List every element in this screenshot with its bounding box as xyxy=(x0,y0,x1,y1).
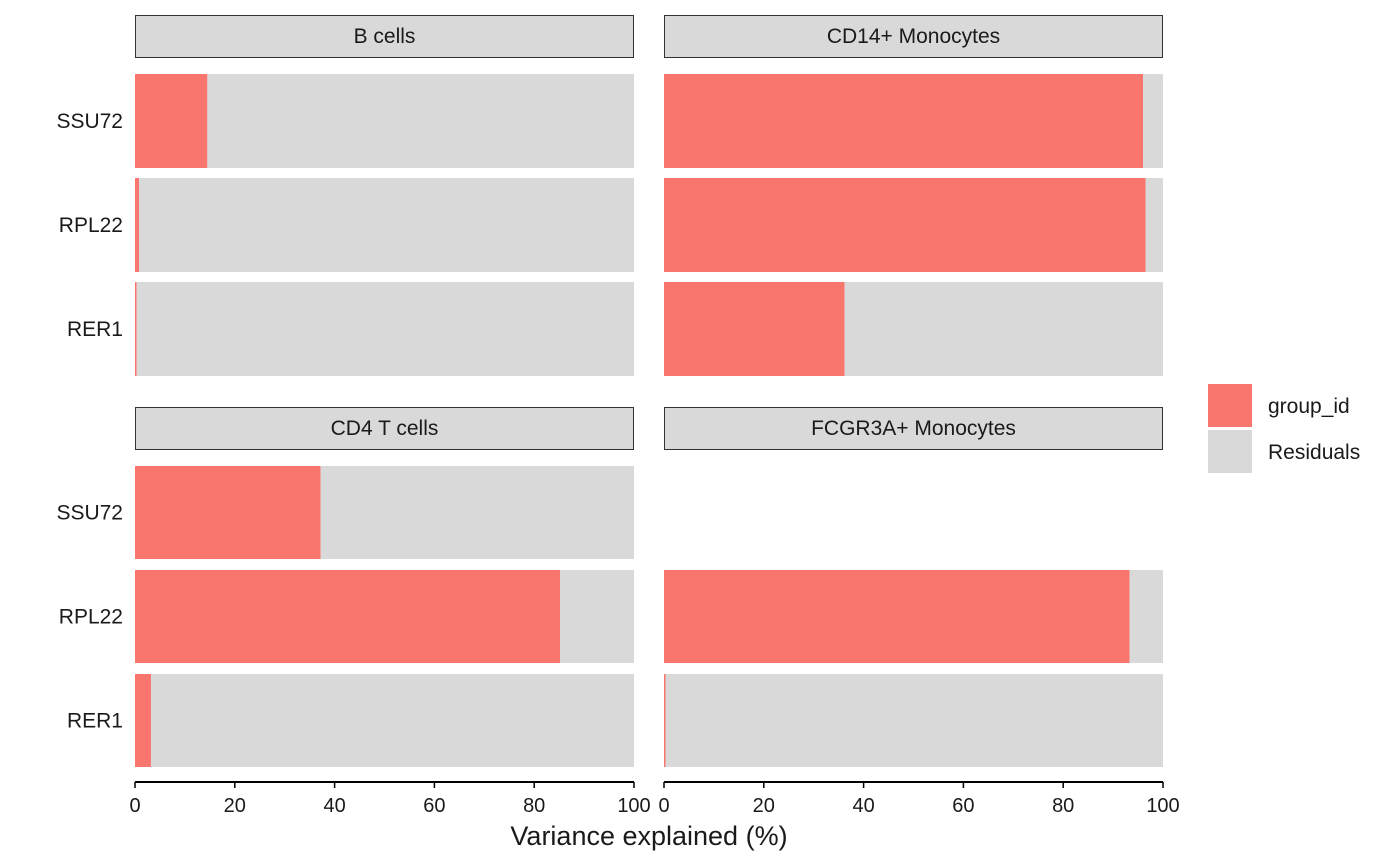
x-tick-label: 40 xyxy=(323,795,345,817)
bar-segment-group-id xyxy=(664,178,1146,272)
bar-segment-residuals xyxy=(1129,570,1163,663)
bar-segment-group-id xyxy=(135,674,151,767)
bar-segment-residuals xyxy=(136,282,634,376)
y-tick-label: RER1 xyxy=(67,318,123,341)
bar-segment-residuals xyxy=(560,570,634,663)
bar-segment-group-id xyxy=(135,570,561,663)
facet-strip xyxy=(135,15,634,58)
facet-title: FCGR3A+ Monocytes xyxy=(811,417,1016,440)
x-tick-label: 0 xyxy=(129,795,140,817)
bar-segment-group-id xyxy=(664,570,1130,663)
bar-segment-group-id xyxy=(664,74,1144,168)
facet-title: CD14+ Monocytes xyxy=(827,25,1000,48)
x-tick-label: 20 xyxy=(753,795,775,817)
bar-segment-group-id xyxy=(664,674,666,767)
x-tick-label: 40 xyxy=(852,795,874,817)
bar-segment-group-id xyxy=(135,282,137,376)
legend-key xyxy=(1208,430,1252,473)
facet-title: CD4 T cells xyxy=(331,417,439,440)
bar-segment-residuals xyxy=(844,282,1163,376)
x-tick-label: 60 xyxy=(423,795,445,817)
y-tick-label: RPL22 xyxy=(59,214,123,237)
bar-segment-residuals xyxy=(207,74,635,168)
x-tick-label: 60 xyxy=(952,795,974,817)
facet-strip xyxy=(664,15,1163,58)
facet-title: B cells xyxy=(354,25,416,48)
bar-segment-residuals xyxy=(150,674,634,767)
y-tick-label: RPL22 xyxy=(59,606,123,629)
bar-segment-group-id xyxy=(135,466,321,559)
x-tick-label: 20 xyxy=(224,795,246,817)
bar-segment-group-id xyxy=(135,178,139,272)
x-axis-title: Variance explained (%) xyxy=(510,821,787,851)
bar-segment-group-id xyxy=(664,282,845,376)
bar-segment-residuals xyxy=(665,674,1163,767)
y-tick-label: RER1 xyxy=(67,710,123,733)
x-tick-label: 0 xyxy=(658,795,669,817)
bar-segment-residuals xyxy=(1145,178,1163,272)
bar-segment-group-id xyxy=(135,74,208,168)
legend-key xyxy=(1208,384,1252,427)
bar-segment-residuals xyxy=(1143,74,1163,168)
legend-label: group_id xyxy=(1268,395,1350,418)
bar-segment-residuals xyxy=(138,178,634,272)
bar-segment-residuals xyxy=(320,466,634,559)
y-tick-label: SSU72 xyxy=(56,110,123,133)
facet-strip xyxy=(664,407,1163,450)
x-tick-label: 80 xyxy=(523,795,545,817)
facet-strip xyxy=(135,407,634,450)
x-tick-label: 100 xyxy=(1146,795,1179,817)
y-tick-label: SSU72 xyxy=(56,502,123,525)
x-tick-label: 100 xyxy=(617,795,650,817)
legend-label: Residuals xyxy=(1268,441,1360,464)
x-tick-label: 80 xyxy=(1052,795,1074,817)
